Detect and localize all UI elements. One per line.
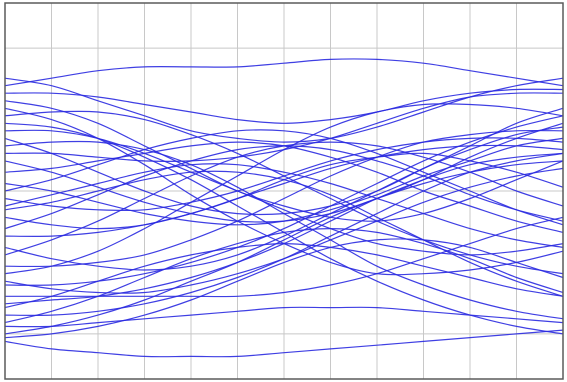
series-line-13 xyxy=(4,129,564,226)
series-line-19 xyxy=(4,126,564,271)
series-line-35 xyxy=(4,122,564,335)
series-line-36 xyxy=(4,170,564,297)
series-line-32 xyxy=(4,329,564,358)
series-line-3 xyxy=(4,88,564,124)
grid xyxy=(5,3,563,379)
series-line-34 xyxy=(4,140,564,320)
series-line-1 xyxy=(4,58,564,87)
series-line-4 xyxy=(4,100,564,222)
series-line-18 xyxy=(4,144,564,237)
plot-border xyxy=(4,2,564,380)
series-line-31 xyxy=(4,160,564,335)
series-line-33 xyxy=(4,238,564,339)
series-group xyxy=(4,58,564,358)
series-line-15 xyxy=(4,163,564,248)
series-line-22 xyxy=(4,103,564,275)
series-line-21 xyxy=(4,129,564,268)
series-line-14 xyxy=(4,137,564,212)
series-line-27 xyxy=(4,242,564,309)
